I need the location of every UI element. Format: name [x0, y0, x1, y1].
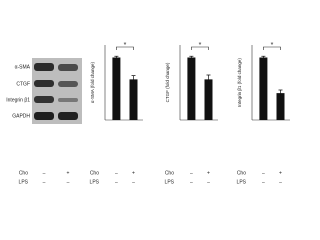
- condition-value: +: [207, 170, 210, 176]
- condition-value: +: [279, 170, 282, 176]
- significance-mark: *: [199, 42, 202, 49]
- bar: [129, 79, 138, 120]
- condition-label: Cho: [237, 170, 246, 176]
- band: [58, 64, 78, 71]
- bar: [112, 57, 121, 120]
- band: [58, 98, 78, 102]
- condition-label: LPS: [165, 179, 175, 185]
- significance-bracket: [191, 46, 209, 50]
- band: [34, 112, 54, 120]
- condition-value: –: [279, 179, 282, 185]
- condition-value: –: [67, 179, 70, 185]
- band: [58, 112, 78, 120]
- protein-label: GAPDH: [12, 113, 30, 119]
- y-axis-title: α-SMA (fold change): [90, 61, 95, 103]
- bar: [276, 93, 285, 120]
- error-bar: [278, 89, 283, 97]
- condition-value: –: [43, 170, 46, 176]
- significance-bracket: [116, 46, 134, 50]
- error-bar: [189, 55, 194, 59]
- condition-value: –: [190, 170, 193, 176]
- error-bar: [206, 74, 211, 84]
- band: [34, 63, 54, 71]
- protein-label: CTGF: [16, 81, 30, 87]
- error-bar: [114, 55, 119, 59]
- error-bar: [261, 55, 266, 59]
- condition-value: –: [115, 179, 118, 185]
- y-axis-title: CTGF (fold change): [165, 62, 170, 102]
- figure: α-SMA CTGF Integrin β1 GAPDH Cho – + LPS – – α-SMA…: [6, 42, 290, 185]
- condition-label: LPS: [19, 179, 29, 185]
- condition-value: +: [132, 170, 135, 176]
- band: [34, 80, 54, 87]
- significance-mark: *: [271, 42, 274, 49]
- condition-value: –: [262, 170, 265, 176]
- condition-label: Cho: [90, 170, 99, 176]
- condition-label: Cho: [19, 170, 28, 176]
- condition-label: LPS: [90, 179, 100, 185]
- significance-mark: *: [124, 42, 127, 49]
- condition-value: +: [67, 170, 70, 176]
- condition-value: –: [190, 179, 193, 185]
- condition-value: –: [132, 179, 135, 185]
- condition-value: –: [207, 179, 210, 185]
- band: [34, 96, 54, 103]
- blot: [32, 58, 82, 124]
- condition-label: LPS: [237, 179, 247, 185]
- bar: [187, 57, 196, 120]
- condition-label: Cho: [165, 170, 174, 176]
- protein-label: α-SMA: [15, 64, 31, 70]
- bar: [259, 57, 268, 120]
- y-axis-title: Integrin β1 (fold change): [237, 58, 242, 107]
- band: [58, 81, 78, 87]
- condition-value: –: [262, 179, 265, 185]
- protein-label: Integrin β1: [6, 97, 30, 103]
- bar: [204, 79, 213, 120]
- condition-value: –: [43, 179, 46, 185]
- significance-bracket: [263, 46, 281, 50]
- error-bar: [131, 75, 136, 84]
- condition-value: –: [115, 170, 118, 176]
